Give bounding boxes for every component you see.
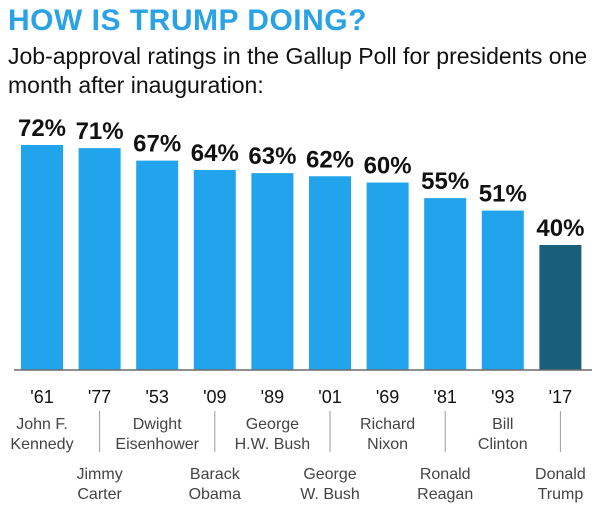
president-name-4-1: H.W. Bush [235,436,311,453]
value-label-2: 67% [133,131,181,158]
president-name-3-1: Obama [189,486,242,503]
president-name-6-0: Richard [360,416,415,433]
bar-9 [539,245,582,370]
bar-7 [424,198,467,370]
bar-4 [251,173,294,370]
president-name-5-0: George [303,466,356,483]
chart-subtitle: Job-approval ratings in the Gallup Poll … [8,43,588,98]
year-label-3: '09 [203,387,226,407]
year-label-7: '81 [433,387,456,407]
value-label-1: 71% [76,118,124,145]
value-label-9: 40% [536,215,584,242]
president-name-2-1: Eisenhower [115,436,199,453]
value-label-8: 51% [479,181,527,208]
value-label-3: 64% [191,140,239,167]
year-label-2: '53 [145,387,168,407]
year-label-9: '17 [549,387,572,407]
bar-6 [366,182,409,370]
year-label-5: '01 [318,387,341,407]
president-name-0-1: Kennedy [10,436,73,453]
year-label-6: '69 [376,387,399,407]
chart-title: HOW IS TRUMP DOING? [8,4,367,37]
president-name-3-0: Barack [190,466,241,483]
president-name-6-1: Nixon [367,436,408,453]
president-name-4-0: George [246,416,299,433]
bar-0 [21,145,63,370]
value-label-0: 72% [18,115,66,142]
president-name-1-1: Carter [77,486,122,503]
year-label-1: '77 [88,387,111,407]
president-name-7-0: Ronald [420,466,471,483]
president-name-8-0: Bill [492,416,513,433]
value-label-5: 62% [306,146,354,173]
president-name-9-0: Donald [535,466,586,483]
president-name-8-1: Clinton [478,436,528,453]
year-label-4: '89 [261,387,284,407]
bar-1 [78,148,121,370]
president-name-7-1: Reagan [417,486,473,503]
value-label-4: 63% [248,143,296,170]
bar-2 [136,160,179,370]
president-name-1-0: Jimmy [76,466,122,483]
bar-8 [481,210,524,370]
year-label-0: '61 [30,387,53,407]
president-name-9-1: Trump [538,486,584,503]
bar-5 [309,176,351,370]
president-name-2-0: Dwight [133,416,182,433]
bar-3 [193,170,236,370]
president-name-0-0: John F. [16,416,68,433]
year-label-8: '93 [491,387,514,407]
president-name-5-1: W. Bush [300,486,360,503]
value-label-6: 60% [364,153,412,180]
value-label-7: 55% [421,168,469,195]
